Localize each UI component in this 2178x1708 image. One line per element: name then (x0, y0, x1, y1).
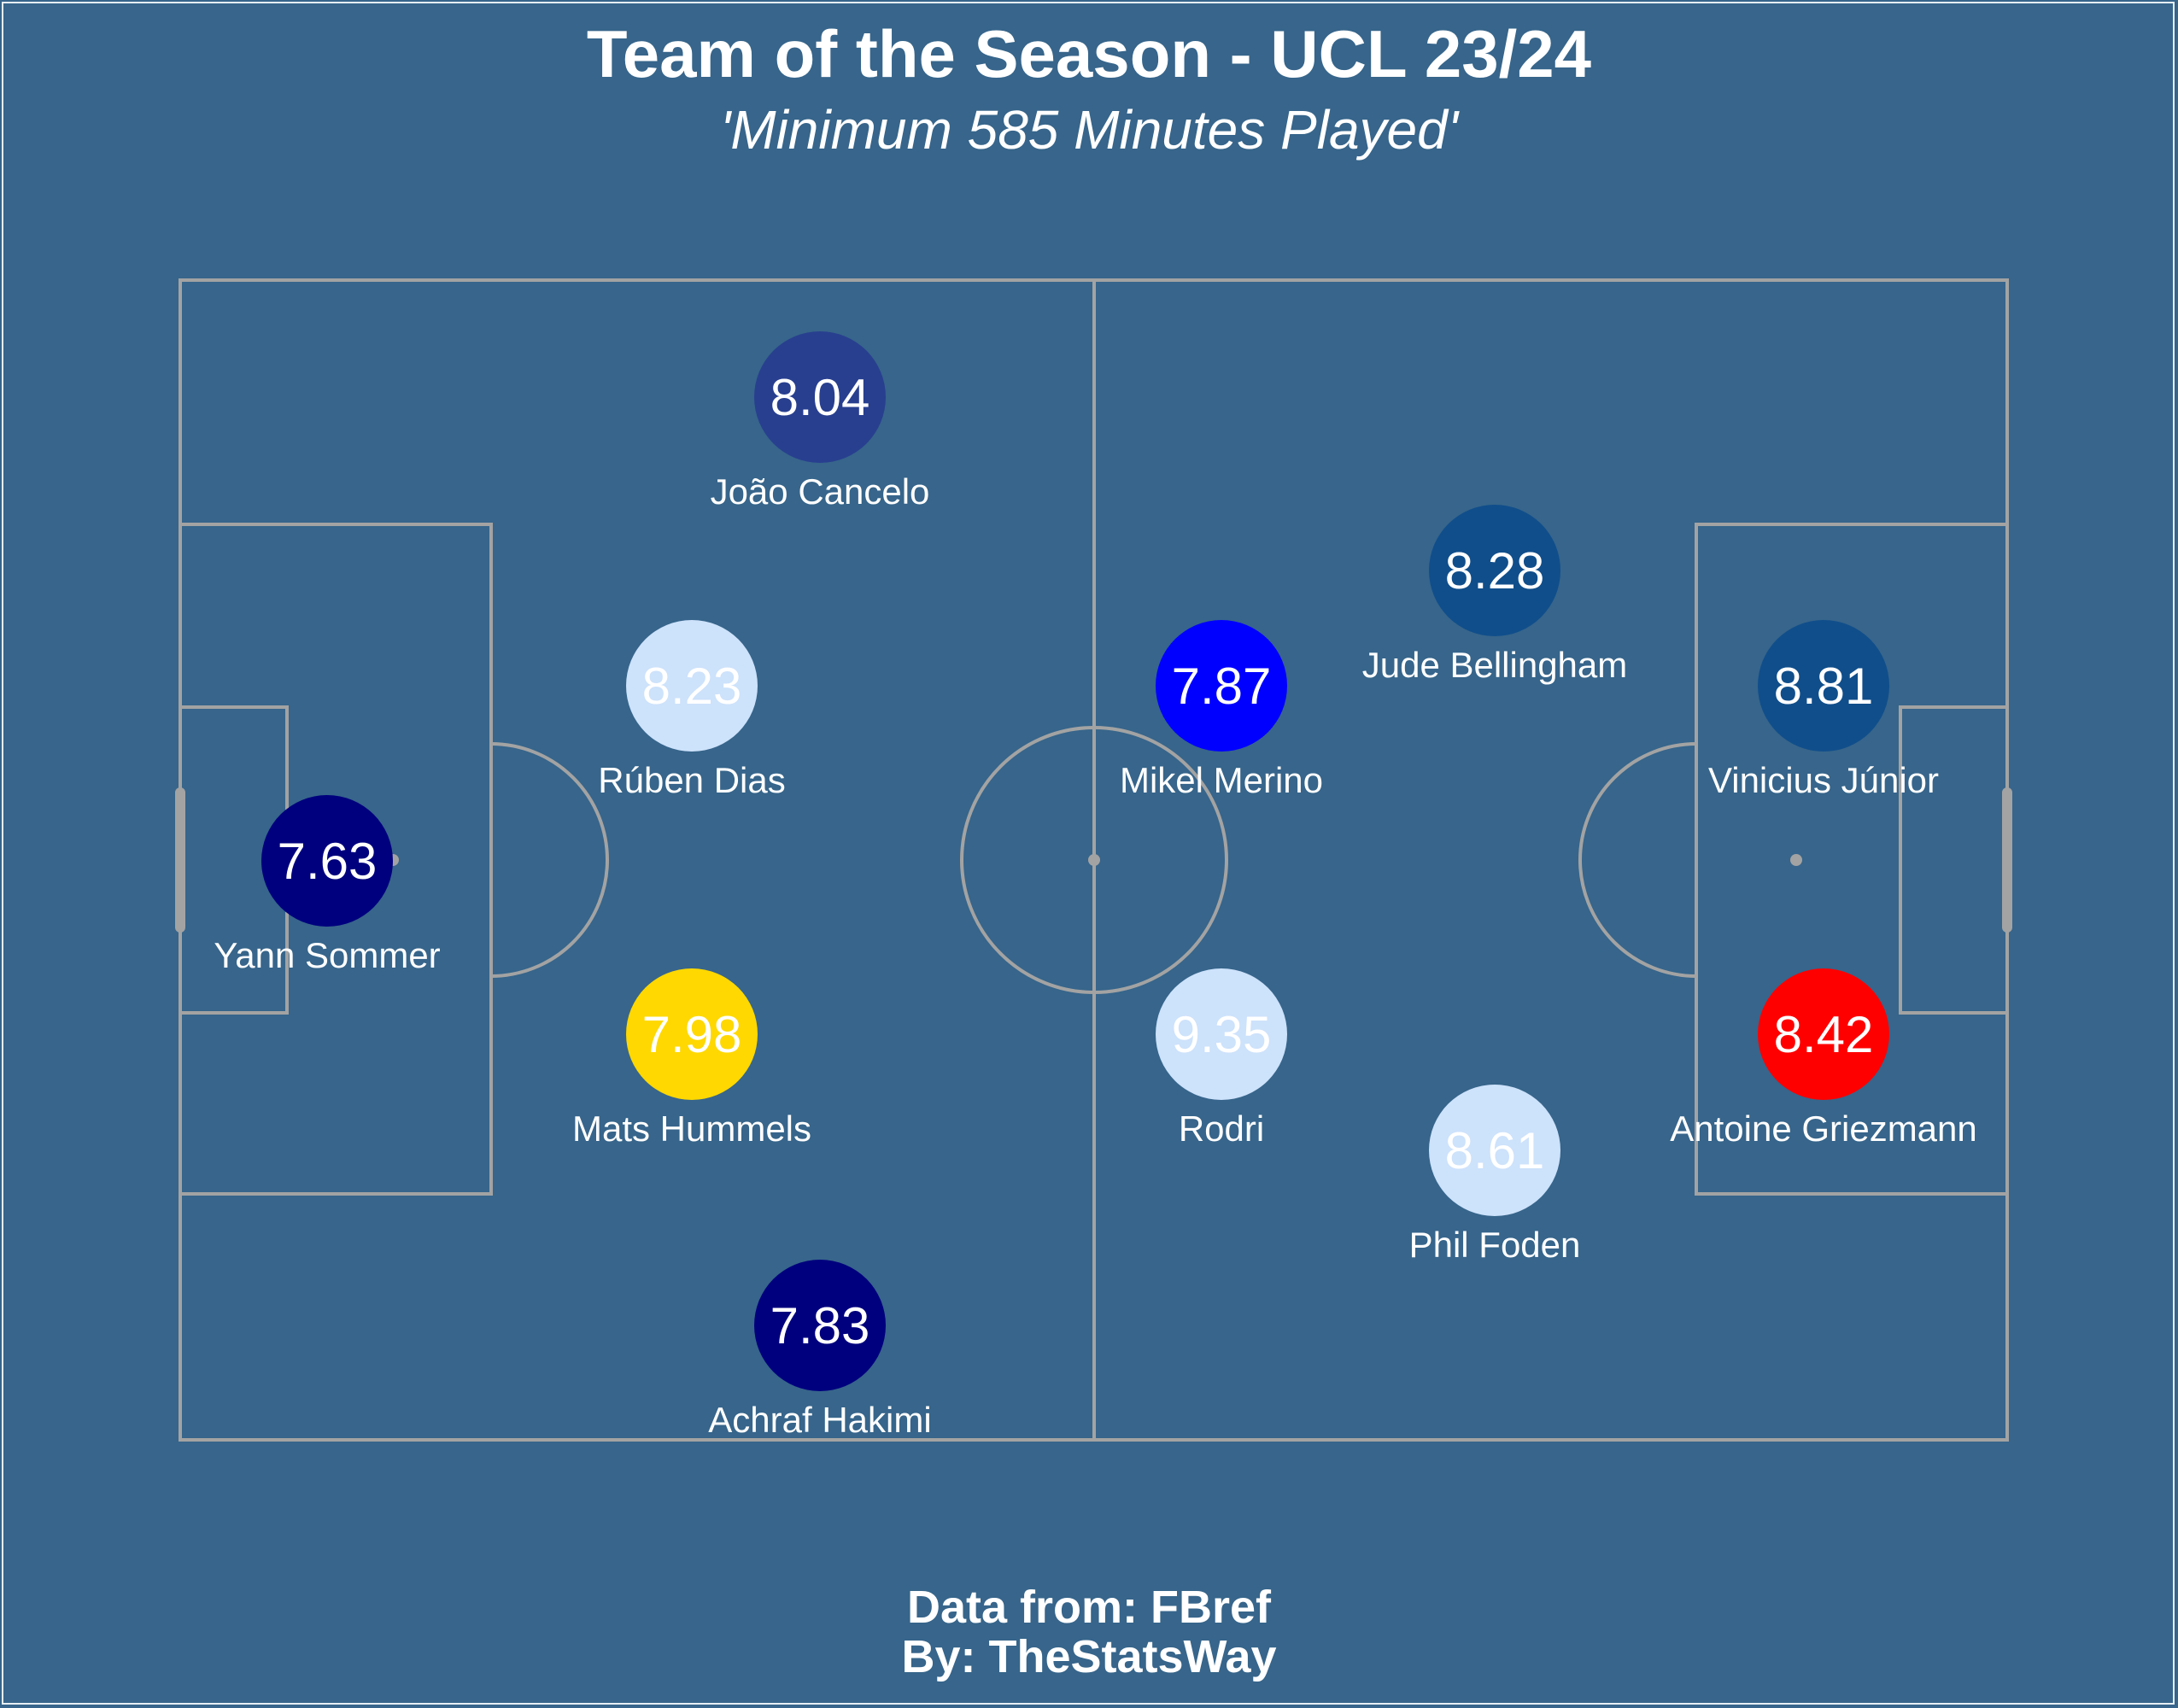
player-rating: 8.04 (770, 369, 870, 426)
right-goal-area (1899, 705, 2009, 1015)
page-title: Team of the Season - UCL 23/24 (586, 16, 1592, 91)
player-rating-circle (1156, 620, 1287, 752)
player-marker-achraf-hakimi: 7.83 Achraf Hakimi (708, 1260, 932, 1440)
player-rating-circle (754, 1260, 886, 1391)
author-credit: By: TheStatsWay (901, 1631, 1277, 1682)
player-name: João Cancelo (711, 471, 930, 512)
player-rating-circle (626, 620, 758, 752)
player-name: Mats Hummels (572, 1108, 811, 1149)
player-rating: 7.63 (278, 833, 378, 890)
player-rating: 8.28 (1445, 542, 1545, 600)
player-marker-vinicius-junior: 8.81 Vinicius Júnior (1708, 620, 1939, 800)
player-name: Phil Foden (1409, 1225, 1581, 1265)
player-marker-antoine-griezmann: 8.42 Antoine Griezmann (1670, 968, 1977, 1149)
left-penalty-arc (490, 742, 609, 978)
player-marker-mikel-merino: 7.87 Mikel Merino (1120, 620, 1323, 800)
player-rating-circle (1429, 1085, 1560, 1216)
player-name: Antoine Griezmann (1670, 1108, 1977, 1149)
player-rating: 8.42 (1774, 1006, 1874, 1063)
center-spot (1088, 854, 1100, 866)
player-name: Mikel Merino (1120, 760, 1323, 800)
player-rating: 7.83 (770, 1297, 870, 1354)
player-rating-circle (1758, 620, 1889, 752)
player-marker-jude-bellingham: 8.28 Jude Bellingham (1362, 505, 1628, 685)
player-marker-joao-cancelo: 8.04 João Cancelo (711, 331, 930, 512)
player-rating: 7.98 (642, 1006, 742, 1063)
left-goal (175, 787, 185, 933)
right-penalty-arc (1578, 742, 1697, 978)
player-name: Vinicius Júnior (1708, 760, 1939, 800)
player-marker-phil-foden: 8.61 Phil Foden (1409, 1085, 1581, 1265)
center-circle (960, 726, 1228, 994)
players-layer: 8.04 João Cancelo 8.23 Rúben Dias 7.63 Yann S… (214, 331, 1977, 1440)
player-name: Achraf Hakimi (708, 1400, 931, 1440)
player-rating: 8.81 (1774, 658, 1874, 715)
player-rating-circle (754, 331, 886, 463)
player-rating-circle (1429, 505, 1560, 636)
player-rating-circle (261, 795, 393, 927)
pitch-spots (175, 787, 2012, 933)
data-source-credit: Data from: FBref (906, 1582, 1272, 1633)
player-rating: 8.23 (642, 658, 742, 715)
player-rating-circle (1156, 968, 1287, 1100)
right-penalty-spot (1790, 854, 1802, 866)
player-marker-ruben-dias: 8.23 Rúben Dias (598, 620, 786, 800)
player-rating-circle (1758, 968, 1889, 1100)
player-marker-rodri: 9.35 Rodri (1156, 968, 1287, 1149)
player-name: Rúben Dias (598, 760, 785, 800)
right-goal (2002, 787, 2012, 933)
player-rating: 8.61 (1445, 1122, 1545, 1179)
player-rating: 9.35 (1172, 1006, 1272, 1063)
player-name: Rodri (1179, 1108, 1264, 1149)
player-name: Yann Sommer (214, 935, 440, 975)
player-marker-mats-hummels: 7.98 Mats Hummels (572, 968, 811, 1149)
player-name: Jude Bellingham (1362, 645, 1628, 685)
player-marker-yann-sommer: 7.63 Yann Sommer (214, 795, 441, 975)
player-rating: 7.87 (1172, 658, 1272, 715)
page-subtitle: 'Minimum 585 Minutes Played' (720, 99, 1458, 161)
player-rating-circle (626, 968, 758, 1100)
